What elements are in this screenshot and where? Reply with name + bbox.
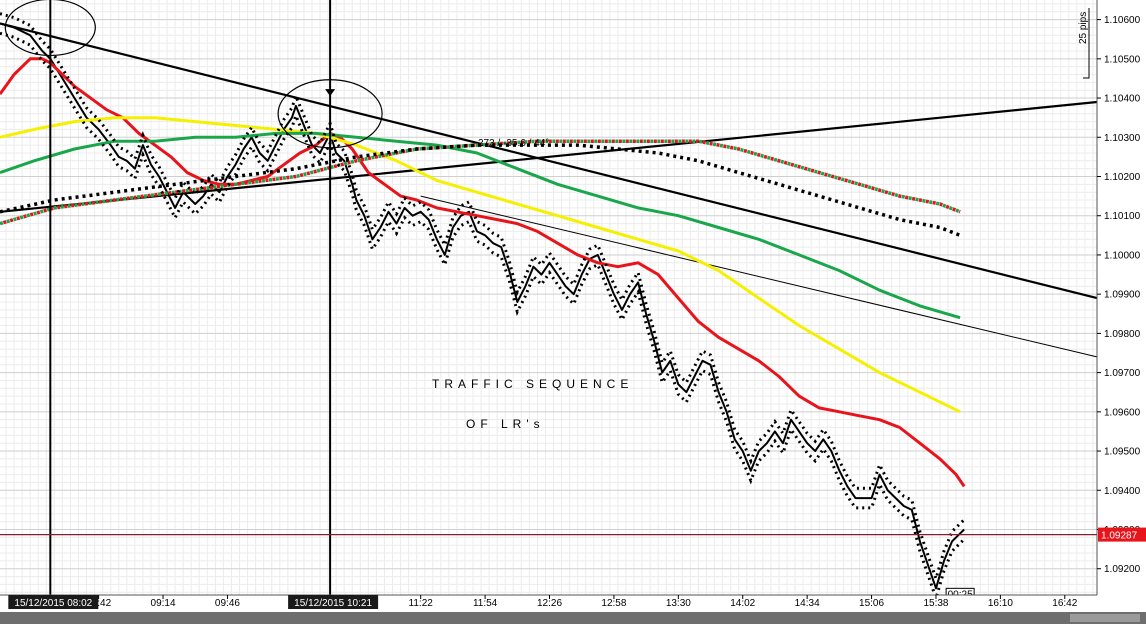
price-tick-label: 1.09500 [1104,447,1141,458]
current-price-label: 1.09287 [1101,531,1138,542]
series-price-envelope-lower [0,31,966,604]
price-tick-label: 1.09700 [1104,368,1141,379]
price-tick-label: 1.10400 [1104,94,1141,105]
trendline-black_down_1 [0,22,1098,300]
time-tick-label: 08:42 [86,598,111,609]
annotation-subtitle: OF LR's [466,417,545,431]
marker-time-label: 15/12/2015 10:21 [294,598,372,609]
chart-grid [0,0,1097,595]
time-tick-label: 11:22 [409,598,434,609]
price-tick-label: 1.09600 [1104,407,1141,418]
price-tick-label: 1.10200 [1104,172,1141,183]
series-dotted-red [0,139,961,226]
highlight-circle [277,79,383,149]
price-tick-label: 1.09400 [1104,486,1141,497]
series-dotted_black_upper [0,143,961,237]
marker-time-box [8,595,99,609]
series-price [0,22,965,590]
scale-bracket [1083,8,1090,79]
highlight-circle [4,0,96,57]
marker-time-box [288,595,379,609]
chart-series [0,12,1098,604]
price-tick-label: 1.09800 [1104,329,1141,340]
time-tick-label: 15:06 [859,598,884,609]
series-ma_green [0,131,961,320]
annotation-title: TRAFFIC SEQUENCE [432,377,633,391]
time-tick-label: 16:42 [1052,598,1077,609]
price-tick-label: 1.10500 [1104,54,1141,65]
time-tick-label: 14:02 [730,598,755,609]
trendline-black_thin_down [420,195,1098,358]
price-tick-label: 1.10600 [1104,15,1141,26]
time-axis[interactable]: 08:4209:1409:4610:5011:2211:5412:2612:58… [8,595,1078,609]
price-tick-label: 1.10000 [1104,250,1141,261]
time-tick-label: 09:14 [151,598,176,609]
marker-time-label: 15/12/2015 08:02 [14,598,92,609]
price-tick-label: 1.09900 [1104,290,1141,301]
series-price-envelope-upper [0,12,966,584]
current-price-badge [1098,527,1146,542]
time-tick-label: 15:38 [923,598,948,609]
series-ma_yellow [0,116,961,414]
time-tick-label: 12:26 [537,598,562,609]
time-tick-label: 14:34 [795,598,820,609]
series-ma_red [0,57,966,488]
time-tick-label: 16:10 [988,598,1013,609]
peak-arrow-icon [325,89,336,97]
time-tick-label: 13:30 [666,598,691,609]
trendline-label: 273 / -35.6 / 44° [478,138,549,149]
time-axis-panel [0,595,1146,612]
time-tick-label: 09:46 [215,598,240,609]
price-tick-label: 1.10300 [1104,133,1141,144]
time-tick-label: 11:54 [473,598,498,609]
chart-scrollbar[interactable] [0,612,1146,624]
price-tick-label: 1.09200 [1104,564,1141,575]
price-axis-panel [1097,0,1146,595]
series-dotted_green [0,139,961,226]
price-tick-label: 1.10100 [1104,211,1141,222]
chart-scrollbar-thumb[interactable] [1070,614,1140,622]
price-axis[interactable]: 1.10600 1.10500 1.10400 1.10300 1.10200 1.101… [1097,15,1146,575]
scale-label: 25 pips [1078,12,1089,44]
time-tick-label: 12:58 [601,598,626,609]
